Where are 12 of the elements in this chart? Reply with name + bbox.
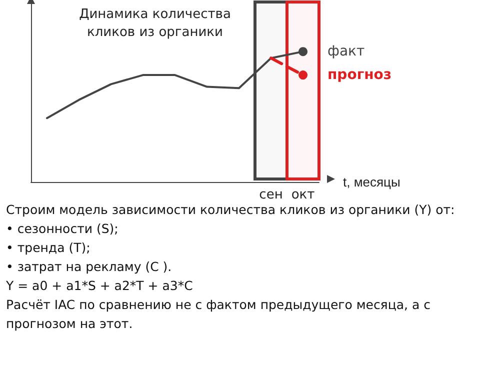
x-tick-label: сен xyxy=(259,188,283,202)
series-label: факт xyxy=(328,44,365,60)
text: Строим модель зависимости количества кликов из органики (Y) от: xyxy=(6,201,456,219)
chart-title: Динамика количества кликов из органики xyxy=(60,6,250,42)
text: • сезонности (S); xyxy=(6,220,120,238)
x-axis-title: t, месяцы xyxy=(343,174,400,190)
series-label: прогноз xyxy=(328,67,392,84)
text: Расчёт IAC по сравнению не с фактом предыдущего месяца, а с прогнозом на этот. xyxy=(6,296,432,333)
text: Y = a0 + a1*S + a2*T + a3*C xyxy=(6,277,194,295)
x-tick-label: окт xyxy=(291,188,316,202)
text: • затрат на рекламу (C ). xyxy=(6,258,173,276)
text: • тренда (T); xyxy=(6,239,92,257)
